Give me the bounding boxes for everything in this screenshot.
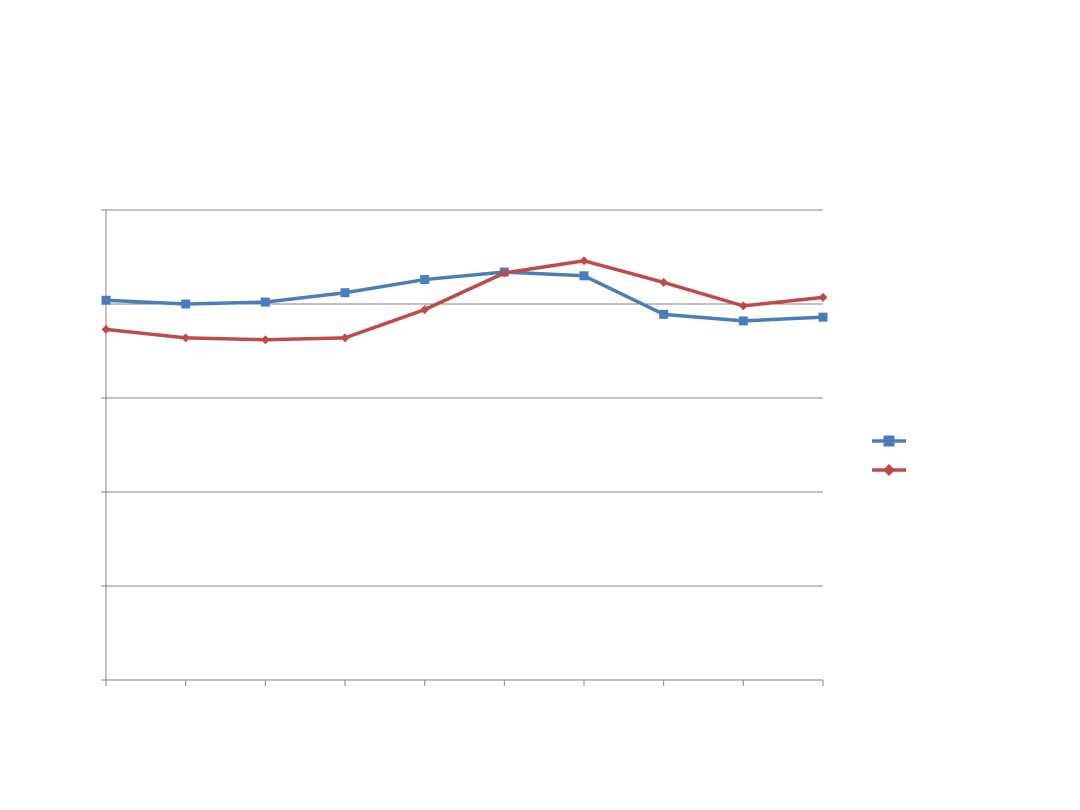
data-point bbox=[340, 288, 350, 298]
data-point bbox=[101, 324, 111, 334]
data-point bbox=[579, 256, 589, 266]
data-point bbox=[818, 292, 828, 302]
data-point bbox=[181, 333, 191, 343]
legend-marker bbox=[883, 464, 895, 476]
data-point bbox=[818, 312, 828, 322]
data-point bbox=[420, 305, 430, 315]
data-point bbox=[420, 275, 430, 285]
data-point bbox=[579, 271, 589, 281]
data-point bbox=[181, 299, 191, 309]
data-point bbox=[659, 277, 669, 287]
series-line bbox=[105, 259, 824, 342]
data-point bbox=[738, 316, 748, 326]
series-line bbox=[105, 270, 824, 323]
data-point bbox=[340, 333, 350, 343]
data-point bbox=[101, 295, 111, 305]
data-point bbox=[738, 301, 748, 311]
data-point bbox=[499, 268, 509, 278]
data-point bbox=[659, 309, 669, 319]
data-point bbox=[260, 297, 270, 307]
data-point bbox=[260, 335, 270, 345]
legend-marker bbox=[883, 435, 895, 447]
